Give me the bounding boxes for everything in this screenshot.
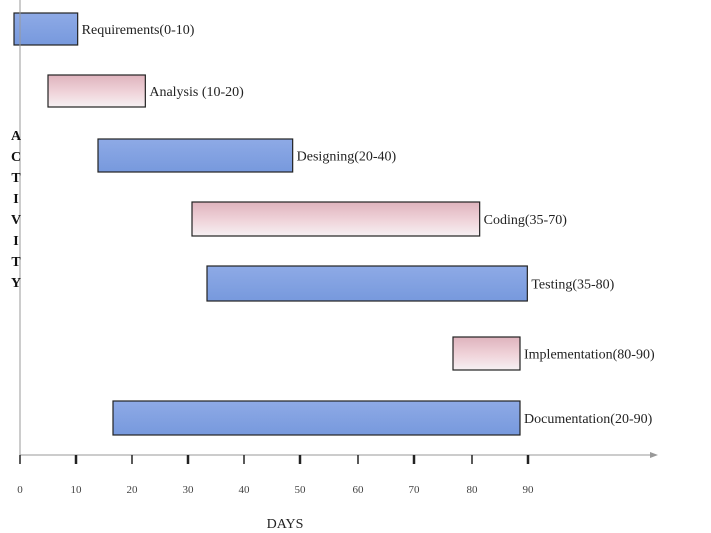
- bar-label-7: Documentation(20-90): [524, 412, 653, 427]
- bar-label-1: Requirements(0-10): [82, 23, 195, 38]
- x-tick-label: 60: [353, 484, 365, 496]
- y-axis-title-letter: A: [11, 129, 22, 144]
- x-tick-label: 0: [17, 484, 23, 496]
- x-tick-label: 90: [523, 484, 535, 496]
- y-axis-title-letter: C: [11, 150, 21, 165]
- bar-2: [47, 74, 146, 108]
- bar-7: [112, 400, 521, 436]
- bar-label-6: Implementation(80-90): [524, 348, 655, 363]
- x-tick-label: 20: [127, 484, 139, 496]
- bar-5: [206, 265, 528, 302]
- x-tick-label: 30: [183, 484, 195, 496]
- bar-1: [13, 12, 79, 46]
- x-axis-arrow: [650, 452, 658, 458]
- x-tick-label: 50: [295, 484, 307, 496]
- bar-label-3: Designing(20-40): [297, 150, 397, 165]
- bar-labels-layer: Requirements(0-10) Analysis (10-20) Design…: [82, 23, 655, 427]
- x-ticks-layer: [19, 455, 530, 464]
- x-tick-label: 40: [239, 484, 251, 496]
- y-axis-title-letter: I: [13, 192, 18, 207]
- bar-label-5: Testing(35-80): [531, 278, 614, 293]
- y-axis-title-letter: I: [13, 234, 18, 249]
- bars-layer: [13, 12, 528, 436]
- x-tick-label: 70: [409, 484, 421, 496]
- x-tick-label: 10: [71, 484, 83, 496]
- x-tick-labels-layer: 0 10 20 30 40 50 60 70 80 90: [17, 484, 534, 496]
- x-tick-label: 80: [467, 484, 479, 496]
- bar-3: [97, 138, 294, 173]
- y-axis-title-letter: Y: [11, 276, 21, 291]
- x-axis-title: DAYS: [267, 517, 304, 532]
- bar-6: [452, 336, 521, 371]
- y-axis-title-letter: T: [11, 255, 21, 270]
- bar-4: [191, 201, 481, 237]
- bar-label-2: Analysis (10-20): [149, 85, 244, 100]
- y-axis-title-letter: T: [11, 171, 21, 186]
- bar-label-4: Coding(35-70): [484, 213, 568, 228]
- axes-layer: [19, 0, 658, 458]
- y-axis-title-letter: V: [11, 213, 21, 228]
